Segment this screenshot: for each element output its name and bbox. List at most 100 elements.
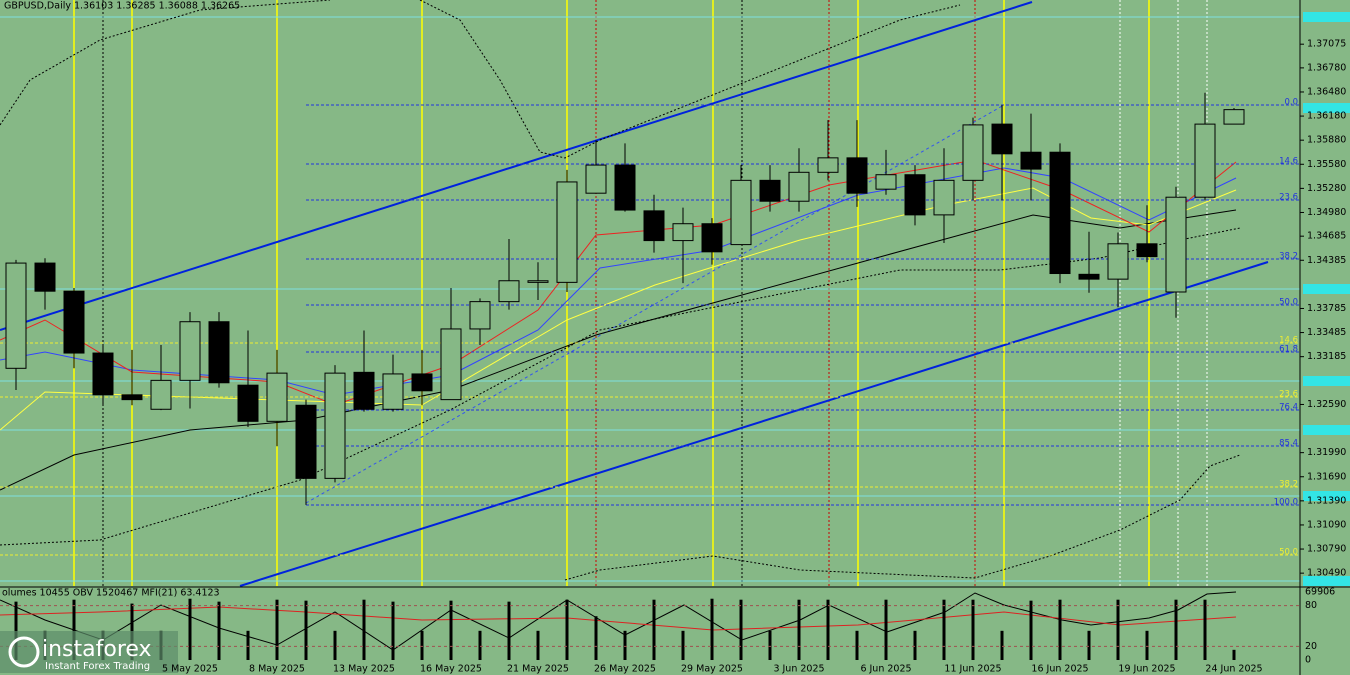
candle-body: [1223, 109, 1245, 125]
y-tick-label: 1.35580: [1307, 159, 1346, 170]
candle-body: [556, 181, 578, 283]
fib-label: 0.0: [1284, 97, 1298, 107]
fib-label: 38.2: [1279, 251, 1298, 261]
fib-trend: [305, 104, 1005, 504]
fib-label: 76.4: [1279, 402, 1298, 412]
candle-body: [440, 328, 462, 401]
candle-body: [730, 179, 752, 246]
candle-body: [1020, 151, 1042, 170]
x-tick-label: 13 May 2025: [333, 664, 395, 675]
candle-body: [527, 280, 549, 283]
candle-body: [1049, 151, 1071, 275]
fib-label: 50.0: [1279, 298, 1298, 308]
y-tick-label: 1.31390: [1307, 495, 1346, 506]
logo: instaforex Instant Forex Trading: [0, 631, 178, 673]
x-tick-label: 8 May 2025: [249, 664, 305, 675]
y-tick-label: 1.35280: [1307, 183, 1346, 194]
envelope: [0, 0, 1241, 581]
cyan-levels: [0, 16, 1300, 582]
fib-label: 50.0: [1279, 547, 1298, 557]
candle-body: [817, 157, 839, 173]
y-tick-label: 1.34385: [1307, 255, 1346, 266]
logo-subtext: Instant Forex Trading: [45, 661, 150, 672]
candle-body: [962, 124, 984, 181]
candle-body: [933, 179, 955, 216]
y-tick-label: 1.33785: [1307, 303, 1346, 314]
y-tick-label: 1.32590: [1307, 399, 1346, 410]
fib-label: 23.6: [1279, 389, 1298, 399]
candle-body: [469, 301, 491, 330]
fib-label: 61.8: [1279, 345, 1298, 355]
candle-body: [63, 290, 85, 354]
candle-body: [991, 123, 1013, 155]
fib-label: 38.2: [1279, 479, 1298, 489]
candle-body: [759, 179, 781, 202]
mfi-level-label: 20: [1305, 641, 1317, 652]
y-tick-label: 1.34685: [1307, 231, 1346, 242]
candle-body: [498, 280, 520, 303]
volume-tick-label: 69906: [1305, 587, 1335, 598]
x-tick-label: 29 May 2025: [681, 664, 743, 675]
logo-text: instaforex: [42, 637, 152, 662]
y-tick-label: 1.30790: [1307, 544, 1346, 555]
candle-body: [92, 352, 114, 396]
volume-panel: 0 69906 80 20: [0, 587, 1335, 666]
candle-body: [179, 321, 201, 381]
fib-label: 100.0: [1274, 498, 1298, 508]
x-tick-label: 11 Jun 2025: [944, 664, 1001, 675]
fib-label: 23.6: [1279, 193, 1298, 203]
candle-body: [411, 373, 433, 392]
candle-body: [121, 394, 143, 401]
candle-body: [614, 164, 636, 211]
fib-levels: 0.0 14.6 23.6 38.2 50.0 61.8 76.4 85.4 100.0 14.6…: [0, 97, 1300, 557]
y-tick-label: 1.36480: [1307, 86, 1346, 97]
x-tick-label: 26 May 2025: [594, 664, 656, 675]
cyan-tags: [1303, 12, 1350, 586]
fib-label: 85.4: [1279, 438, 1298, 448]
y-tick-label: 1.37075: [1307, 39, 1346, 50]
y-tick-label: 1.35880: [1307, 135, 1346, 146]
candle-body: [672, 223, 694, 242]
y-tick-label: 1.30490: [1307, 568, 1346, 579]
y-tick-label: 1.33485: [1307, 327, 1346, 338]
fib-label: 14.6: [1279, 336, 1298, 346]
volume-tick-label: 0: [1305, 655, 1311, 666]
y-tick-label: 1.31090: [1307, 519, 1346, 530]
candle-body: [788, 171, 810, 202]
x-tick-label: 21 May 2025: [507, 664, 569, 675]
y-tick-label: 1.36780: [1307, 62, 1346, 73]
channel: [0, 1, 1269, 587]
candle-body: [701, 223, 723, 253]
y-tick-label: 1.34980: [1307, 207, 1346, 218]
candle-body: [875, 174, 897, 190]
candle-body: [266, 372, 288, 422]
fib-label: 14.6: [1279, 156, 1298, 166]
candle-body: [1194, 123, 1216, 198]
candle-body: [237, 384, 259, 422]
x-tick-label: 24 Jun 2025: [1205, 664, 1262, 675]
candle-body: [904, 174, 926, 216]
x-tick-label: 3 Jun 2025: [773, 664, 824, 675]
candle-body: [295, 404, 317, 479]
candle-body: [846, 157, 868, 194]
x-tick-label: 19 Jun 2025: [1118, 664, 1175, 675]
candle-body: [208, 321, 230, 384]
candle-body: [34, 262, 56, 292]
candle-body: [353, 371, 375, 410]
x-tick-label: 16 May 2025: [420, 664, 482, 675]
candle-body: [382, 373, 404, 410]
y-tick-label: 1.31990: [1307, 447, 1346, 458]
candles: [5, 92, 1245, 505]
candle-body: [150, 379, 172, 410]
y-tick-label: 1.31690: [1307, 471, 1346, 482]
x-tick-label: 5 May 2025: [162, 664, 218, 675]
candle-body: [1165, 196, 1187, 293]
mfi-level-label: 80: [1305, 600, 1317, 611]
candle-body: [324, 372, 346, 479]
candle-body: [643, 210, 665, 242]
vertical-lines: [73, 0, 1208, 586]
indicator-label: olumes 10455 OBV 1520467 MFI(21) 63.4123: [2, 588, 220, 599]
x-tick-label: 16 Jun 2025: [1031, 664, 1088, 675]
